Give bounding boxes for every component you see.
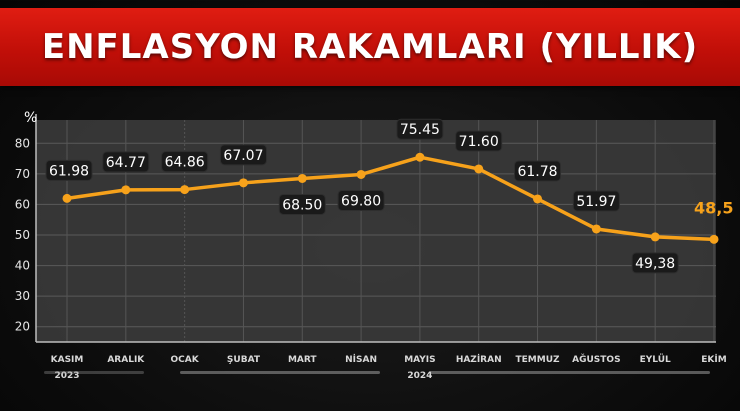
data-point xyxy=(591,224,601,234)
data-point xyxy=(238,178,248,188)
year-label: 2023 xyxy=(54,371,79,381)
x-tick-label: EYLÜL xyxy=(640,354,671,365)
data-label-box xyxy=(455,130,503,152)
data-label-box xyxy=(396,118,444,140)
data-label: 48,5 xyxy=(694,198,733,217)
underline-glow xyxy=(180,371,380,374)
series-line xyxy=(65,155,716,242)
x-tick-label: MAYIS xyxy=(404,355,435,365)
data-label: 61.78 xyxy=(517,164,557,180)
data-point xyxy=(709,234,719,244)
x-tick-label: AĞUSTOS xyxy=(572,353,620,365)
x-tick-label: KASIM xyxy=(51,355,84,365)
data-label: 64.86 xyxy=(165,155,205,171)
data-point xyxy=(180,185,190,195)
x-tick-label: ŞUBAT xyxy=(227,355,261,365)
y-axis-unit: % xyxy=(24,110,37,126)
x-tick-label: MART xyxy=(288,355,317,365)
x-tick-label: NİSAN xyxy=(345,354,377,365)
data-label-box xyxy=(514,160,562,182)
data-point xyxy=(474,164,484,174)
data-label-box xyxy=(278,193,326,215)
x-tick-label: TEMMUZ xyxy=(516,355,561,365)
data-label: 51.97 xyxy=(576,194,616,210)
underline-glow xyxy=(44,371,144,374)
data-label-box xyxy=(102,151,150,173)
x-tick-label: OCAK xyxy=(171,355,200,365)
data-label-box xyxy=(337,189,385,211)
y-tick-label: 50 xyxy=(15,228,30,242)
data-point xyxy=(121,185,131,195)
data-label: 68.50 xyxy=(282,197,322,213)
y-tick-label: 20 xyxy=(15,320,30,334)
data-label-box xyxy=(45,159,93,181)
data-label-box xyxy=(631,252,679,274)
data-point xyxy=(356,169,366,179)
y-tick-label: 80 xyxy=(15,136,30,150)
data-label: 67.07 xyxy=(223,148,263,164)
data-point xyxy=(62,193,72,203)
x-tick-label: ARALIK xyxy=(107,355,145,365)
data-label: 64.77 xyxy=(106,155,146,171)
data-point xyxy=(533,194,543,204)
y-tick-label: 40 xyxy=(15,259,30,273)
y-tick-label: 30 xyxy=(15,289,30,303)
data-label-box xyxy=(219,144,267,166)
y-tick-label: 60 xyxy=(15,197,30,211)
year-label: 2024 xyxy=(407,371,432,381)
data-label: 69.80 xyxy=(341,193,381,209)
y-tick-label: 70 xyxy=(15,167,30,181)
data-point xyxy=(297,173,307,183)
title-banner: ENFLASYON RAKAMLARI (YILLIK) xyxy=(0,8,740,86)
underline-glow xyxy=(430,371,710,374)
data-label: 49,38 xyxy=(635,256,675,272)
data-label: 61.98 xyxy=(49,163,89,179)
chart-title: ENFLASYON RAKAMLARI (YILLIK) xyxy=(41,27,699,67)
data-label: 75.45 xyxy=(400,122,440,138)
x-tick-label: HAZİRAN xyxy=(456,354,502,365)
x-tick-label: EKİM xyxy=(701,354,726,365)
data-label-box xyxy=(572,190,620,212)
data-point xyxy=(650,232,660,242)
data-point xyxy=(415,152,425,162)
data-label-box xyxy=(161,151,209,173)
data-label: 71.60 xyxy=(459,134,499,150)
